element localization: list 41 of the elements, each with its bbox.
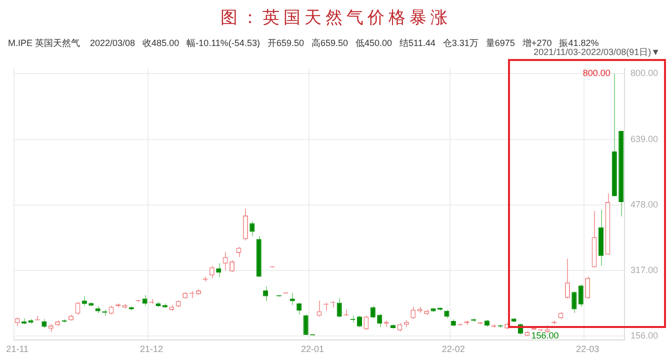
candlestick [250,220,255,237]
y-tick-label: 800.00 [630,68,658,78]
y-tick-label: 639.00 [630,134,658,144]
candlestick [102,309,108,316]
y-tick-label: 317.00 [630,265,658,276]
candlestick [75,301,80,316]
candlestick [364,315,369,331]
candlestick [377,313,382,328]
x-tick-label: 21-11 [6,344,29,354]
candlestick [303,314,308,336]
candlestick [370,305,376,319]
candlestick [356,315,362,328]
annotation: 800.00 [582,68,610,78]
candlestick [585,276,590,300]
x-tick-label: 22-03 [576,344,600,354]
candlestick [236,246,242,258]
candlestick [209,266,214,279]
y-tick-label: 478.00 [630,199,658,210]
candlestick [82,296,87,306]
candlestick [564,258,570,300]
candlestick [316,300,322,318]
candlestick [336,298,342,318]
candlestick [296,302,302,316]
candlestick [216,262,222,278]
candlestick [263,286,268,302]
candlestick [578,284,584,308]
x-tick-label: 22-01 [301,344,324,354]
annotation: 156.00 [531,330,559,341]
y-tick-label: 156.00 [630,330,658,341]
candlestick [222,251,228,271]
text: 2021/11/03-2022/03/08(91日)▼ [534,47,660,58]
x-tick-label: 21-12 [140,344,164,354]
candlestick [242,208,248,241]
candlestick [572,290,577,314]
candlestick [290,292,295,306]
chart-subtitle: M.IPE 英国天然气 2022/03/08 收485.00 幅-10.11%(-54.53) 开659.50 高659.50 低450.00 结511.44 仓3.31万 量6975 增+270 振41.82% [8,37,599,48]
chart-title: 图：英国天然气价格暴涨 [220,7,452,29]
candlestick [230,260,235,273]
x-tick-label: 22-02 [442,344,465,354]
candlestick [142,294,148,306]
candlestick [410,306,416,320]
